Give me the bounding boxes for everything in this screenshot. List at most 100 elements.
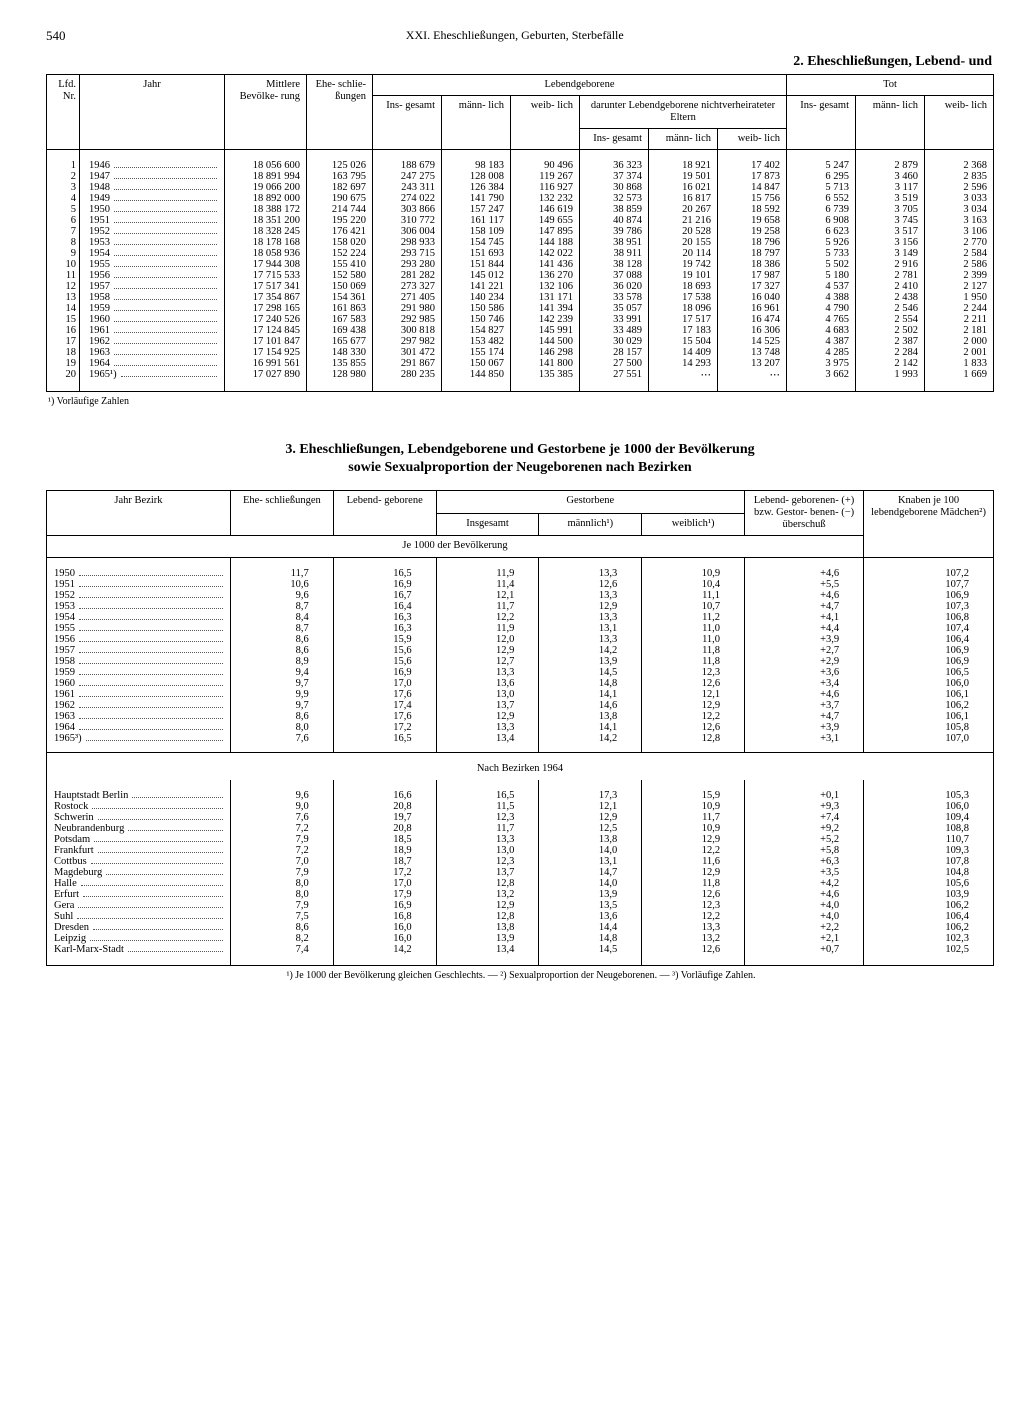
table-row: 201965¹)17 027 890128 980280 235144 8501… bbox=[47, 369, 994, 392]
table-cell: 293 280 bbox=[373, 259, 442, 270]
table-cell: 14,0 bbox=[539, 878, 642, 889]
table-cell: 214 744 bbox=[307, 204, 373, 215]
table-cell: 12,8 bbox=[642, 733, 745, 753]
table-cell: 13,7 bbox=[436, 867, 539, 878]
table-cell: 14 525 bbox=[718, 336, 787, 347]
table-cell: 11,1 bbox=[642, 590, 745, 601]
table-cell: 106,1 bbox=[864, 711, 994, 722]
table-cell: 16 bbox=[47, 325, 80, 336]
table-cell: 38 911 bbox=[580, 248, 649, 259]
subheader-bezirke: Nach Bezirken 1964 bbox=[47, 752, 994, 780]
table-cell: 13,9 bbox=[436, 933, 539, 944]
table-cell: 2 586 bbox=[925, 259, 994, 270]
table-cell: 102,3 bbox=[864, 933, 994, 944]
table-cell: 165 677 bbox=[307, 336, 373, 347]
table-cell: 135 385 bbox=[511, 369, 580, 392]
table-cell: 7,0 bbox=[230, 856, 333, 867]
table-cell: 19 066 200 bbox=[225, 182, 307, 193]
table-row: 19578,615,612,914,211,8+2,7106,9 bbox=[47, 645, 994, 656]
th-lg-maennlich: männ- lich bbox=[442, 96, 511, 150]
table-cell: 106,4 bbox=[864, 911, 994, 922]
table-cell: 15,9 bbox=[642, 780, 745, 801]
th-tot-weiblich: weib- lich bbox=[925, 96, 994, 150]
table-cell: 105,6 bbox=[864, 878, 994, 889]
table-cell: 17,0 bbox=[333, 878, 436, 889]
table-cell: 1950 bbox=[80, 204, 225, 215]
table-cell: 16,5 bbox=[436, 780, 539, 801]
table-cell: 150 067 bbox=[442, 358, 511, 369]
table-cell: 12,1 bbox=[436, 590, 539, 601]
table-cell: Schwerin bbox=[47, 812, 231, 823]
table-row: 19648,017,213,314,112,6+3,9105,8 bbox=[47, 722, 994, 733]
table-cell: 90 496 bbox=[511, 150, 580, 172]
table-cell: 10,6 bbox=[230, 579, 333, 590]
table-cell: 144 188 bbox=[511, 237, 580, 248]
table-row: 6195118 351 200195 220310 772161 117149 … bbox=[47, 215, 994, 226]
table-row: 5195018 388 172214 744303 866157 247146 … bbox=[47, 204, 994, 215]
table-cell: 20 267 bbox=[649, 204, 718, 215]
table-cell: 152 580 bbox=[307, 270, 373, 281]
table-cell: 1960 bbox=[80, 314, 225, 325]
table-cell: 9,6 bbox=[230, 590, 333, 601]
table-cell: 17,2 bbox=[333, 722, 436, 733]
table-cell: 106,2 bbox=[864, 700, 994, 711]
table-cell: 2 781 bbox=[856, 270, 925, 281]
table-cell: 12,5 bbox=[539, 823, 642, 834]
table-cell: 8,0 bbox=[230, 889, 333, 900]
table-cell: 145 991 bbox=[511, 325, 580, 336]
table-cell: 12,1 bbox=[642, 689, 745, 700]
table-cell: 2 879 bbox=[856, 150, 925, 172]
table-cell: 12,9 bbox=[539, 812, 642, 823]
table-cell: 149 655 bbox=[511, 215, 580, 226]
table-cell: 11,7 bbox=[230, 557, 333, 579]
table-cell: +5,8 bbox=[745, 845, 864, 856]
table-cell: 190 675 bbox=[307, 193, 373, 204]
th-tot-maennlich: männ- lich bbox=[856, 96, 925, 150]
table-cell: 1 993 bbox=[856, 369, 925, 392]
table-cell: 5 180 bbox=[787, 270, 856, 281]
table-cell: 11 bbox=[47, 270, 80, 281]
table-cell: 9,0 bbox=[230, 801, 333, 812]
th-darunter: darunter Lebendgeborene nichtverheiratet… bbox=[580, 96, 787, 129]
table-cell: 13 748 bbox=[718, 347, 787, 358]
table-cell: 2 438 bbox=[856, 292, 925, 303]
table-cell: 13,3 bbox=[436, 834, 539, 845]
table-cell: 18 386 bbox=[718, 259, 787, 270]
table-cell: 3 745 bbox=[856, 215, 925, 226]
table-cell: 13,3 bbox=[539, 634, 642, 645]
table-cell: +3,1 bbox=[745, 733, 864, 753]
table-cell: 3 519 bbox=[856, 193, 925, 204]
table-cell: 4 790 bbox=[787, 303, 856, 314]
table-cell: 131 171 bbox=[511, 292, 580, 303]
table-cell: 15,9 bbox=[333, 634, 436, 645]
table2-years-body: 195011,716,511,913,310,9+4,6107,2195110,… bbox=[47, 557, 994, 752]
table-row: Leipzig8,216,013,914,813,2+2,1102,3 bbox=[47, 933, 994, 944]
table-cell: 12,9 bbox=[436, 645, 539, 656]
table-marriages-births: Lfd. Nr. Jahr Mittlere Bevölke- rung Ehe… bbox=[46, 74, 994, 392]
table2-head: Jahr Bezirk Ehe- schließungen Lebend- ge… bbox=[47, 491, 994, 557]
table-cell: 12,6 bbox=[642, 722, 745, 733]
table-cell: +2,2 bbox=[745, 922, 864, 933]
table-cell: 293 715 bbox=[373, 248, 442, 259]
table-cell: 106,9 bbox=[864, 645, 994, 656]
table2-bezirke-body: Hauptstadt Berlin9,616,616,517,315,9+0,1… bbox=[47, 780, 994, 966]
table-cell: 14,6 bbox=[539, 700, 642, 711]
table-cell: 18 891 994 bbox=[225, 171, 307, 182]
table-row: Karl-Marx-Stadt7,414,213,414,512,6+0,710… bbox=[47, 944, 994, 966]
table-cell: 18 058 936 bbox=[225, 248, 307, 259]
table-cell: 11,9 bbox=[436, 557, 539, 579]
table-cell: 1 bbox=[47, 150, 80, 172]
table-row: 19599,416,913,314,512,3+3,6106,5 bbox=[47, 667, 994, 678]
table-cell: 144 850 bbox=[442, 369, 511, 392]
table-cell: 30 029 bbox=[580, 336, 649, 347]
table-cell: 17 183 bbox=[649, 325, 718, 336]
table-cell: 13,8 bbox=[539, 834, 642, 845]
table-cell: 8,6 bbox=[230, 645, 333, 656]
table-cell: 14,4 bbox=[539, 922, 642, 933]
th-ehe: Ehe- schlie- ßungen bbox=[307, 75, 373, 150]
table-cell: 17 538 bbox=[649, 292, 718, 303]
table-cell: 154 827 bbox=[442, 325, 511, 336]
table-cell: 5 bbox=[47, 204, 80, 215]
table-row: 19568,615,912,013,311,0+3,9106,4 bbox=[47, 634, 994, 645]
table-cell: 38 859 bbox=[580, 204, 649, 215]
